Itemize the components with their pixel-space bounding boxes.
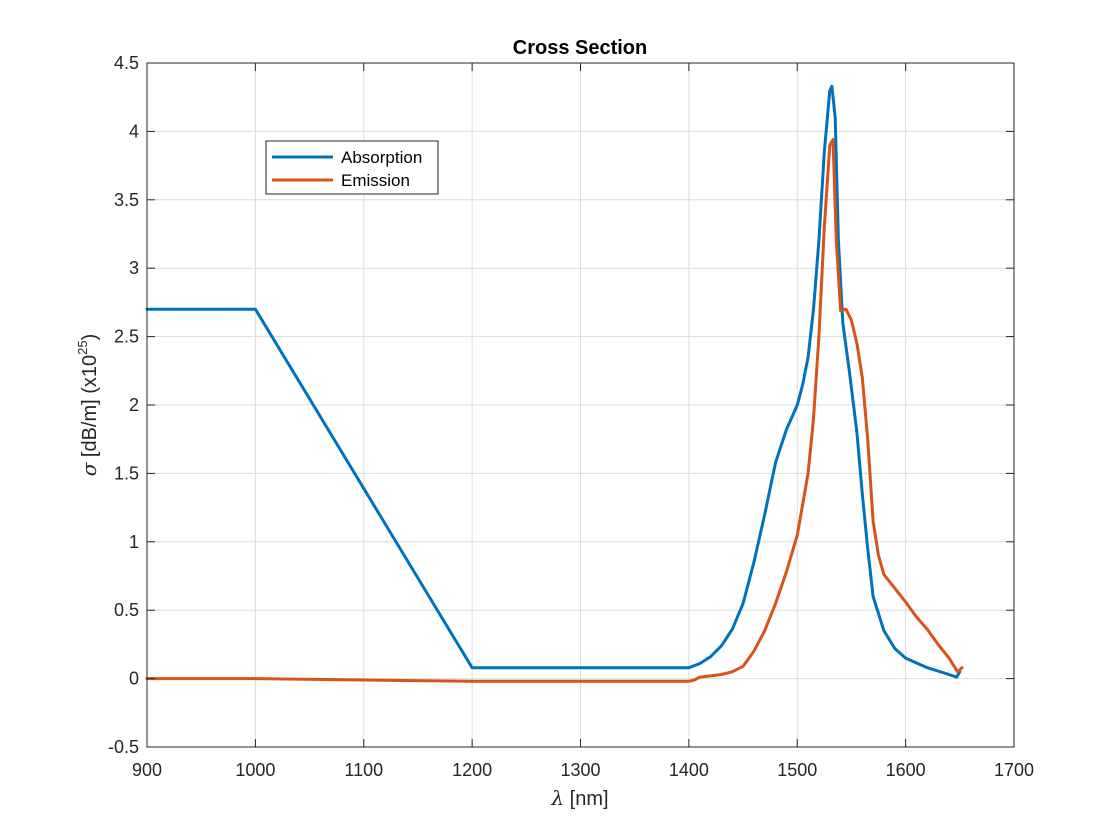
y-tick-label: 1.5: [114, 463, 139, 483]
y-tick-label: 0: [129, 669, 139, 689]
y-tick-label: 4.5: [114, 53, 139, 73]
x-tick-label: 900: [132, 760, 162, 780]
y-axis-text: [dB/m] (x10: [79, 355, 101, 463]
x-axis-label: λ [nm]: [550, 786, 608, 810]
ticks: 900 1000 1100 1200 1300 1400 1500 1600 1700 -0.5 0…: [108, 53, 1034, 780]
series-line-absorption: [145, 84, 962, 679]
legend-label-absorption: Absorption: [341, 148, 422, 167]
legend: Absorption Emission: [265, 140, 439, 195]
y-axis-close: ): [79, 334, 101, 341]
x-axis-text: [nm]: [564, 788, 608, 810]
y-tick-label: 1: [129, 532, 139, 552]
y-tick-label: 3: [129, 258, 139, 278]
series-line-emission: [145, 138, 964, 683]
legend-label-emission: Emission: [341, 171, 410, 190]
x-tick-label: 1400: [669, 760, 709, 780]
y-axis-exponent: 25: [75, 340, 90, 354]
x-tick-label: 1100: [344, 760, 383, 780]
chart-title: Cross Section: [513, 37, 647, 59]
y-axis-label: σ [dB/m] (x1025): [75, 334, 101, 477]
x-axis-symbol: λ: [550, 786, 564, 810]
x-tick-label: 1700: [994, 760, 1034, 780]
x-tick-label: 1500: [777, 760, 817, 780]
x-tick-label: 1300: [560, 760, 600, 780]
y-tick-label: 3.5: [114, 190, 139, 210]
y-tick-label: 0.5: [114, 600, 139, 620]
x-tick-label: 1000: [235, 760, 275, 780]
x-tick-label: 1600: [886, 760, 926, 780]
y-tick-label: 2: [129, 395, 139, 415]
y-tick-label: -0.5: [108, 737, 139, 757]
x-tick-label: 1200: [452, 760, 492, 780]
y-axis-symbol: σ: [77, 461, 101, 476]
series-lines: [145, 84, 964, 683]
y-tick-label: 4: [129, 121, 139, 141]
legend-box: [265, 140, 439, 195]
y-tick-label: 2.5: [114, 327, 139, 347]
